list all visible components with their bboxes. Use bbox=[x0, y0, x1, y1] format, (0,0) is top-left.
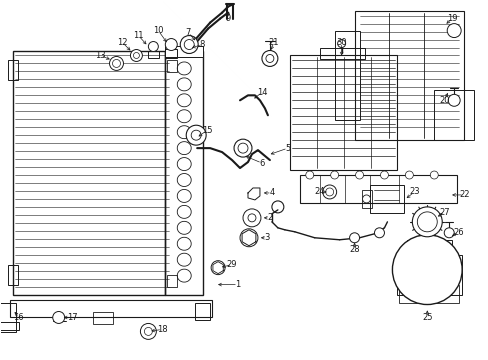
Text: 3: 3 bbox=[264, 233, 269, 242]
Bar bbox=[399, 285, 458, 302]
Circle shape bbox=[243, 209, 261, 227]
Text: 20: 20 bbox=[438, 96, 448, 105]
Bar bbox=[13, 50, 165, 294]
Bar bbox=[407, 240, 451, 252]
Circle shape bbox=[337, 40, 345, 48]
Circle shape bbox=[322, 185, 336, 199]
Text: 5: 5 bbox=[285, 144, 290, 153]
Bar bbox=[334, 31, 359, 120]
Bar bbox=[165, 45, 203, 58]
Text: 14: 14 bbox=[256, 88, 266, 97]
Text: 22: 22 bbox=[458, 190, 468, 199]
Bar bbox=[395, 255, 407, 275]
Bar bbox=[397, 255, 461, 294]
Bar bbox=[0, 323, 19, 330]
Text: 28: 28 bbox=[348, 245, 359, 254]
Bar bbox=[319, 48, 364, 59]
Text: 15: 15 bbox=[202, 126, 212, 135]
Circle shape bbox=[447, 24, 460, 37]
Bar bbox=[195, 302, 210, 320]
Text: 10: 10 bbox=[153, 26, 163, 35]
Circle shape bbox=[234, 139, 251, 157]
Circle shape bbox=[362, 195, 370, 203]
Circle shape bbox=[109, 57, 123, 71]
Circle shape bbox=[112, 59, 120, 67]
Circle shape bbox=[411, 207, 441, 237]
Text: 17: 17 bbox=[67, 313, 78, 322]
Circle shape bbox=[165, 39, 177, 50]
Circle shape bbox=[53, 311, 64, 323]
Bar bbox=[92, 312, 112, 324]
Bar bbox=[361, 190, 371, 208]
Text: 8: 8 bbox=[199, 40, 204, 49]
Text: 2: 2 bbox=[267, 213, 272, 222]
Text: 9: 9 bbox=[225, 14, 230, 23]
Bar bbox=[167, 275, 177, 287]
Text: 30: 30 bbox=[336, 38, 346, 47]
Circle shape bbox=[330, 171, 338, 179]
Circle shape bbox=[211, 261, 224, 275]
Bar bbox=[165, 50, 203, 294]
Circle shape bbox=[349, 233, 359, 243]
Text: 13: 13 bbox=[95, 51, 106, 60]
Bar bbox=[369, 185, 404, 213]
Bar bbox=[8, 60, 18, 80]
Text: 6: 6 bbox=[259, 158, 264, 167]
Circle shape bbox=[130, 50, 142, 62]
Circle shape bbox=[265, 54, 273, 62]
Text: 4: 4 bbox=[269, 188, 274, 197]
Bar bbox=[165, 49, 177, 58]
Bar bbox=[167, 60, 177, 72]
Text: 16: 16 bbox=[14, 313, 24, 322]
Text: 11: 11 bbox=[133, 31, 143, 40]
Circle shape bbox=[374, 228, 384, 238]
Circle shape bbox=[416, 212, 436, 232]
Text: 27: 27 bbox=[438, 208, 448, 217]
Bar bbox=[299, 175, 456, 203]
Text: 21: 21 bbox=[268, 38, 279, 47]
Text: 24: 24 bbox=[314, 188, 325, 197]
Text: 29: 29 bbox=[226, 260, 237, 269]
Bar bbox=[10, 300, 212, 318]
Text: 19: 19 bbox=[446, 14, 456, 23]
Text: 25: 25 bbox=[421, 313, 432, 322]
Circle shape bbox=[392, 235, 461, 305]
Text: 23: 23 bbox=[408, 188, 419, 197]
Circle shape bbox=[238, 143, 247, 153]
Circle shape bbox=[405, 171, 412, 179]
Bar bbox=[148, 50, 159, 58]
Text: 7: 7 bbox=[185, 28, 190, 37]
Circle shape bbox=[184, 40, 194, 50]
Bar bbox=[354, 11, 463, 140]
Circle shape bbox=[325, 188, 333, 196]
Bar bbox=[0, 302, 16, 332]
Circle shape bbox=[429, 171, 437, 179]
Circle shape bbox=[140, 323, 156, 339]
Circle shape bbox=[305, 171, 313, 179]
Polygon shape bbox=[242, 230, 255, 246]
Circle shape bbox=[180, 36, 198, 54]
Text: 1: 1 bbox=[235, 280, 240, 289]
Circle shape bbox=[443, 228, 453, 238]
Circle shape bbox=[247, 214, 255, 222]
Text: 26: 26 bbox=[453, 228, 464, 237]
Text: 12: 12 bbox=[117, 38, 127, 47]
Bar bbox=[289, 55, 397, 170]
Bar bbox=[8, 265, 18, 285]
Circle shape bbox=[447, 94, 459, 106]
Circle shape bbox=[148, 41, 158, 51]
Bar bbox=[433, 90, 473, 140]
Polygon shape bbox=[212, 262, 223, 274]
Circle shape bbox=[133, 53, 139, 58]
Circle shape bbox=[380, 171, 387, 179]
Circle shape bbox=[262, 50, 277, 67]
Text: 18: 18 bbox=[157, 325, 167, 334]
Polygon shape bbox=[247, 188, 260, 200]
Circle shape bbox=[186, 125, 206, 145]
Circle shape bbox=[191, 130, 201, 140]
Circle shape bbox=[355, 171, 363, 179]
Circle shape bbox=[240, 229, 258, 247]
Circle shape bbox=[144, 328, 152, 336]
